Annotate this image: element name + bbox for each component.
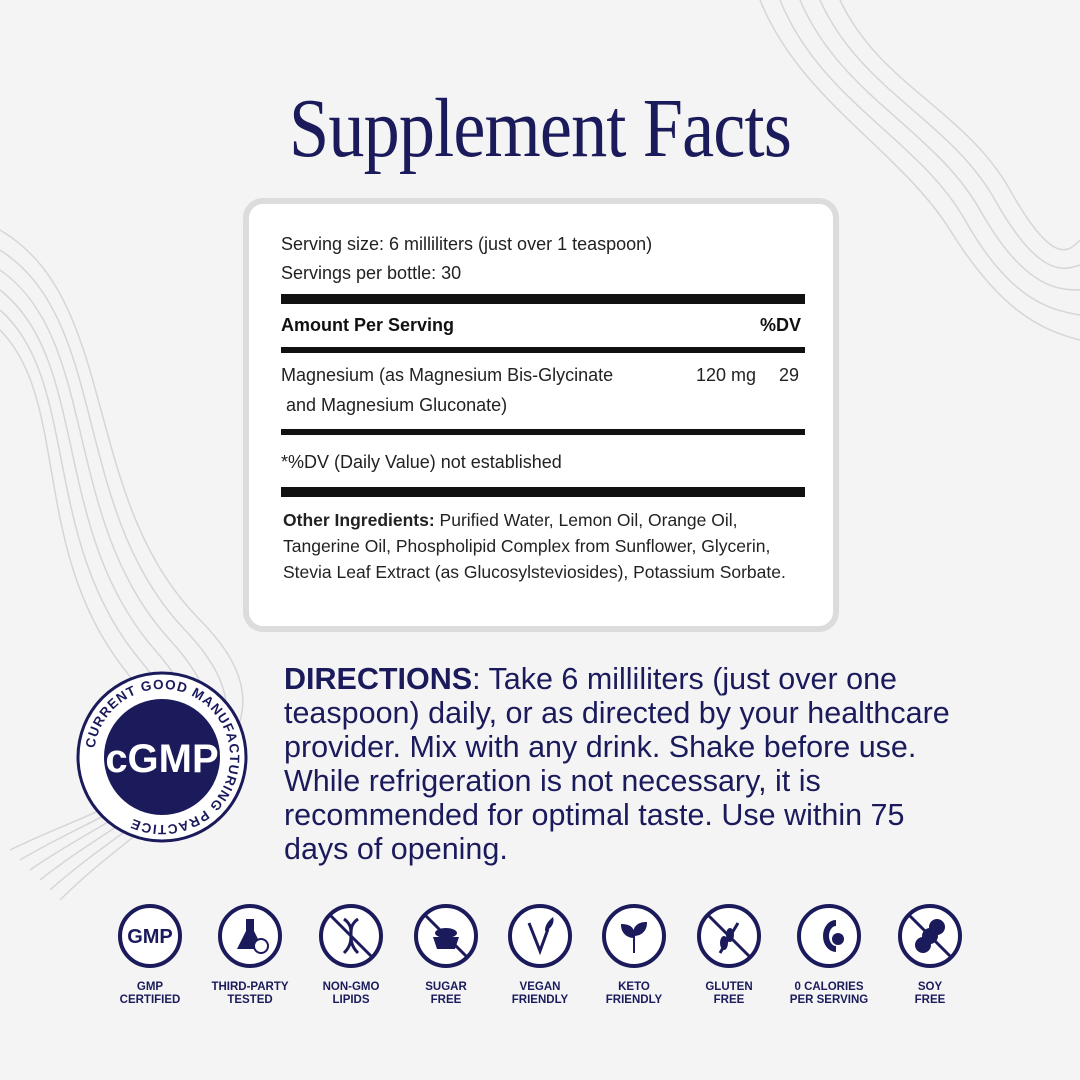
feature-label: GMP [136,981,164,993]
amount-per-serving-header: Amount Per Serving [281,315,455,335]
dv-header: %DV [760,315,802,335]
feature-badge: GMP GMP CERTIFIED [117,903,183,1007]
vegan-icon [508,904,572,968]
leaf-icon [602,904,666,968]
directions-text: : Take 6 milliliters (just over one teas… [284,662,950,866]
directions-label: DIRECTIONS [284,662,473,696]
divider [281,347,805,353]
feature-label: SOY [917,981,943,993]
nutrient-name: Magnesium (as Magnesium Bis-Glycinate [281,365,614,385]
feature-label: 0 CALORIES [794,981,864,993]
divider [281,294,805,304]
feature-label: FRIENDLY [605,994,663,1006]
nutrient-name-cont: and Magnesium Gluconate) [286,395,508,415]
nutrient-amount: 120 mg [696,365,757,385]
feature-label: TESTED [227,994,273,1006]
servings-per-bottle: Servings per bottle: 30 [281,263,462,283]
gmp-icon: GMP [118,904,182,968]
soy-icon [898,904,962,968]
feature-label: GLUTEN [705,981,753,993]
feature-label: LIPIDS [332,994,370,1006]
dv-footnote: *%DV (Daily Value) not established [281,452,562,472]
feature-label: SUGAR [425,981,467,993]
feature-badge: 0 CALORIES PER SERVING [790,903,868,1007]
sugar-bowl-icon [414,904,478,968]
feature-label: PER SERVING [789,994,869,1006]
feature-label: KETO [618,981,650,993]
feature-badge: SOY FREE [897,903,963,1007]
cgmp-badge: CURRENT GOOD MANUFACTURING PRACTICE cGMP [76,671,248,843]
directions: DIRECTIONS: Take 6 milliliters (just ove… [284,662,974,866]
feature-label: FREE [430,994,462,1006]
feature-badge: KETO FRIENDLY [601,903,667,1007]
feature-label: VEGAN [519,981,561,993]
divider [281,429,805,435]
divider [281,487,805,497]
feature-label: THIRD-PARTY [211,981,289,993]
serving-size: Serving size: 6 milliliters (just over 1… [281,234,653,254]
feature-label: FREE [914,994,946,1006]
feature-badge: NON-GMO LIPIDS [318,903,384,1007]
supplement-facts-panel [243,198,839,632]
feature-badge: THIRD-PARTY TESTED [211,903,289,1007]
feature-label: NON-GMO [322,981,380,993]
feature-label: CERTIFIED [119,994,181,1006]
dna-icon [319,904,383,968]
other-ingredients-text: Purified Water, Lemon Oil, Orange Oil, T… [283,510,786,582]
flask-icon [218,904,282,968]
page-title: Supplement Facts [289,82,792,175]
other-ingredients-label: Other Ingredients: [283,510,435,530]
feature-label: FRIENDLY [511,994,569,1006]
other-ingredients: Other Ingredients: Purified Water, Lemon… [283,507,813,585]
feature-label: FREE [713,994,745,1006]
feature-badge: SUGAR FREE [413,903,479,1007]
badge-center-text: cGMP [105,737,218,781]
svg-text:GMP: GMP [127,926,173,948]
wheat-icon [697,904,761,968]
feature-badge: VEGAN FRIENDLY [507,903,573,1007]
feature-badge: GLUTEN FREE [696,903,762,1007]
calorie-icon [797,904,861,968]
nutrient-dv: 29 [779,365,800,385]
